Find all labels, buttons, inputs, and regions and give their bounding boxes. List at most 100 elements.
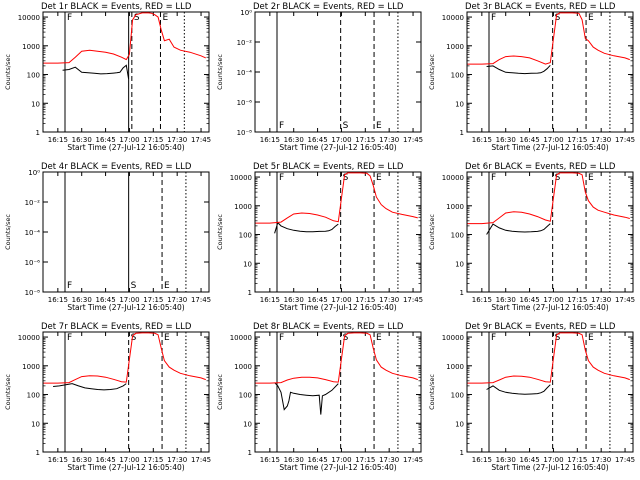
y-tick-label: 1000 [234,363,252,371]
x-tick-label: 17:00 [543,456,563,464]
x-tick-label: 16:30 [284,456,304,464]
x-tick-label: 16:30 [72,296,92,304]
x-tick-label: 17:45 [615,136,635,144]
marker-label: E [588,13,594,23]
y-tick-label: 1000 [22,363,40,371]
y-tick-label: 10⁻⁸ [25,289,41,297]
y-tick-label: 1000 [446,203,464,211]
x-axis-title: Start Time (27-Jul-12 16:05:40) [491,463,608,472]
marker-label: F [67,333,72,343]
x-tick-label: 17:15 [567,136,587,144]
lld-series-line [43,12,207,64]
x-tick-label: 17:00 [331,456,351,464]
y-tick-label: 10000 [230,174,252,182]
x-tick-label: 17:45 [615,456,635,464]
x-tick-label: 17:45 [191,456,211,464]
x-tick-label: 16:15 [48,296,68,304]
y-tick-label: 1000 [22,43,40,51]
y-tick-label: 1 [248,289,252,297]
marker-label: F [279,333,284,343]
x-axis-title: Start Time (27-Jul-12 16:05:40) [279,303,396,312]
x-tick-label: 16:15 [260,296,280,304]
x-tick-label: 17:45 [403,456,423,464]
x-tick-label: 16:30 [72,136,92,144]
x-tick-label: 17:30 [379,136,399,144]
y-tick-label: 100 [451,232,464,240]
y-tick-label: 10⁻⁴ [25,229,41,237]
lld-series-line [467,12,630,65]
y-tick-label: 100 [27,392,40,400]
y-tick-label: 1000 [446,363,464,371]
x-tick-label: 17:15 [143,136,163,144]
y-tick-label: 10 [31,420,40,428]
y-tick-label: 1 [248,449,252,457]
x-axis-title: Start Time (27-Jul-12 16:05:40) [491,303,608,312]
lld-series-line [255,332,418,384]
x-tick-label: 16:45 [519,136,539,144]
x-tick-label: 16:30 [496,136,516,144]
x-tick-label: 16:45 [307,136,327,144]
y-tick-label: 1000 [446,43,464,51]
lld-series-line [467,332,630,384]
plot-frame [466,11,634,133]
marker-label: E [588,333,594,343]
x-tick-label: 17:15 [355,456,375,464]
x-tick-label: 17:15 [355,136,375,144]
marker-label: F [491,13,496,23]
plot-title: Det 3r BLACK = Events, RED = LLD [465,2,616,12]
marker-label: E [588,173,594,183]
x-tick-label: 17:30 [591,456,611,464]
x-tick-label: 16:30 [496,296,516,304]
x-tick-label: 17:00 [119,136,139,144]
y-tick-label: 10⁻⁶ [237,99,253,107]
y-tick-label: 10 [243,260,252,268]
plot-title: Det 1r BLACK = Events, RED = LLD [41,2,192,12]
x-tick-label: 17:30 [167,136,187,144]
y-axis-title: Counts/sec [428,374,436,410]
y-tick-label: 10 [455,420,464,428]
plot-title: Det 9r BLACK = Events, RED = LLD [465,322,616,332]
x-tick-label: 16:45 [95,296,115,304]
y-axis-title: Counts/sec [4,214,12,250]
y-axis-title: Counts/sec [216,374,224,410]
x-tick-label: 16:45 [95,456,115,464]
y-axis-title: Counts/sec [428,214,436,250]
x-tick-label: 16:45 [307,456,327,464]
events-series-line [274,221,339,234]
y-tick-label: 1 [36,129,40,137]
plot-frame [42,171,210,293]
x-tick-label: 16:15 [48,136,68,144]
x-tick-label: 16:45 [519,296,539,304]
x-tick-label: 17:45 [403,296,423,304]
marker-label: F [67,13,72,23]
lld-series-line [467,172,630,225]
x-tick-label: 17:15 [567,296,587,304]
x-tick-label: 16:15 [48,456,68,464]
y-tick-label: 1000 [234,203,252,211]
x-tick-label: 16:15 [260,136,280,144]
marker-label: E [376,173,382,183]
x-tick-label: 16:30 [284,296,304,304]
plot-title: Det 8r BLACK = Events, RED = LLD [253,322,404,332]
x-tick-label: 16:45 [519,456,539,464]
x-tick-label: 17:45 [403,136,423,144]
lld-series-line [255,172,418,224]
y-tick-label: 100 [27,72,40,80]
plot-frame [254,331,422,453]
x-axis-title: Start Time (27-Jul-12 16:05:40) [67,303,184,312]
x-tick-label: 16:30 [496,456,516,464]
marker-label: S [131,281,137,291]
x-axis-title: Start Time (27-Jul-12 16:05:40) [491,143,608,152]
y-tick-label: 10 [31,100,40,108]
x-tick-label: 17:00 [119,456,139,464]
marker-label: S [343,121,349,131]
marker-label: S [555,333,561,343]
x-tick-label: 17:30 [379,456,399,464]
y-tick-label: 10⁻⁴ [237,69,253,77]
x-tick-label: 16:15 [472,296,492,304]
